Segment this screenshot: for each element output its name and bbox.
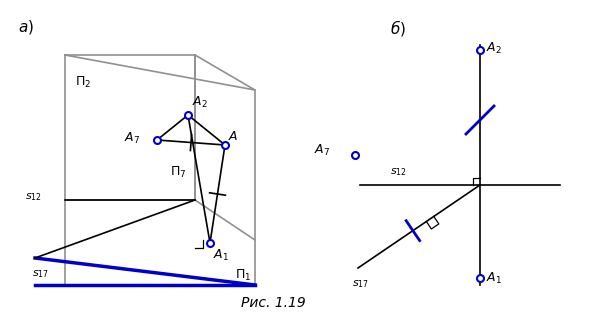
Text: $s_{17}$: $s_{17}$: [32, 268, 49, 280]
Text: $\Pi_7$: $\Pi_7$: [170, 165, 187, 180]
Text: $s_{12}$: $s_{12}$: [390, 166, 407, 178]
Text: $A_1$: $A_1$: [213, 248, 229, 263]
Text: $s_{17}$: $s_{17}$: [352, 278, 369, 290]
Text: $A$: $A$: [228, 130, 238, 143]
Text: $а)$: $а)$: [18, 18, 34, 36]
Text: $A_2$: $A_2$: [486, 41, 502, 56]
Text: $A_7$: $A_7$: [124, 130, 140, 146]
Text: $A_7$: $A_7$: [314, 142, 330, 157]
Text: $A_1$: $A_1$: [486, 270, 502, 286]
Text: $б)$: $б)$: [390, 18, 406, 38]
Text: Рис. 1.19: Рис. 1.19: [241, 296, 305, 310]
Text: $\Pi_2$: $\Pi_2$: [75, 75, 91, 90]
Text: $s_{12}$: $s_{12}$: [25, 191, 42, 203]
Text: $A_2$: $A_2$: [192, 95, 208, 110]
Text: $\Pi_1$: $\Pi_1$: [235, 268, 251, 283]
